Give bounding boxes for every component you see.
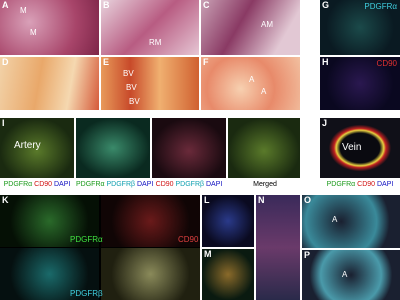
caption-word: PDGFRα — [3, 181, 33, 188]
caption-word: CD90 — [34, 181, 53, 188]
panel-letter: H — [322, 57, 329, 67]
panel: M — [202, 249, 254, 300]
caption-word: PDGFRα — [76, 181, 105, 188]
panel-label: A — [342, 270, 348, 279]
panel-letter: C — [203, 0, 210, 10]
panel-label: BV — [129, 97, 140, 106]
panel-label: AM — [261, 20, 273, 29]
panel-label: CD90 — [376, 59, 397, 68]
panel-letter: G — [322, 0, 330, 10]
panel: H CD90 — [320, 57, 400, 110]
caption-word: PDGFRβ — [106, 181, 136, 188]
caption-word: DAPI — [377, 181, 394, 188]
panel-label: Artery — [14, 140, 41, 151]
panel-letter: J — [322, 118, 328, 128]
panel: K PDGFRα CD90 PDGFRβ — [0, 195, 200, 300]
caption-word: PDGFRβ — [175, 181, 205, 188]
panel-label: A — [261, 87, 267, 96]
panel: O A — [302, 195, 400, 248]
panel-letter: F — [203, 57, 209, 67]
panel-letter: I — [2, 118, 5, 128]
panel: C AM — [201, 0, 300, 55]
panel-label: M — [20, 6, 27, 15]
panel: E BV BV BV — [101, 57, 199, 110]
caption: CD90 PDGFRβ DAPI — [152, 181, 226, 188]
panel: I Artery — [0, 118, 74, 178]
panel: J Vein — [320, 118, 400, 178]
panel-label: CD90 — [178, 235, 199, 244]
panel-letter: D — [2, 57, 9, 67]
caption-word: PDGFRα — [326, 181, 356, 188]
panel-letter: P — [304, 250, 311, 260]
caption: PDGFRα PDGFRβ DAPI — [76, 181, 154, 188]
panel-letter: N — [258, 195, 265, 205]
panel-letter: B — [103, 0, 110, 10]
panel-label: A — [249, 75, 255, 84]
caption-word: DAPI — [54, 181, 71, 188]
panel: A M M — [0, 0, 99, 55]
subpanel — [0, 195, 99, 247]
caption: PDGFRα CD90 DAPI — [320, 181, 400, 188]
panel-letter: A — [2, 0, 9, 10]
panel-letter: E — [103, 57, 110, 67]
panel-label: A — [332, 215, 338, 224]
panel: F A A — [201, 57, 300, 110]
caption-word: Merged — [253, 181, 277, 188]
panel — [76, 118, 150, 178]
panel-label: PDGFRα — [70, 235, 103, 244]
panel-label: Vein — [342, 142, 362, 153]
panel: N — [256, 195, 300, 300]
subpanel — [0, 248, 99, 300]
panel-label: BV — [126, 83, 137, 92]
panel — [228, 118, 300, 178]
caption-word: CD90 — [357, 181, 376, 188]
panel-label: PDGFRα — [364, 2, 397, 11]
panel-label: RM — [149, 38, 162, 47]
panel-label: BV — [123, 69, 134, 78]
caption: Merged — [228, 181, 302, 188]
panel-letter: O — [304, 195, 312, 205]
panel: P A — [302, 250, 400, 300]
caption-word: DAPI — [136, 181, 154, 188]
subpanel — [101, 248, 200, 300]
panel: B RM — [101, 0, 199, 55]
caption: PDGFRα CD90 DAPI — [0, 181, 74, 188]
panel — [152, 118, 226, 178]
subpanel — [101, 195, 200, 247]
panel-label: M — [30, 28, 37, 37]
panel-letter: K — [2, 195, 9, 205]
panel-letter: L — [204, 195, 210, 205]
panel: L — [202, 195, 254, 247]
panel-letter: M — [204, 249, 212, 259]
panel: G PDGFRα — [320, 0, 400, 55]
panel-label: PDGFRβ — [70, 289, 103, 298]
panel: D — [0, 57, 99, 110]
caption-word: DAPI — [206, 181, 223, 188]
caption-word: CD90 — [155, 181, 174, 188]
